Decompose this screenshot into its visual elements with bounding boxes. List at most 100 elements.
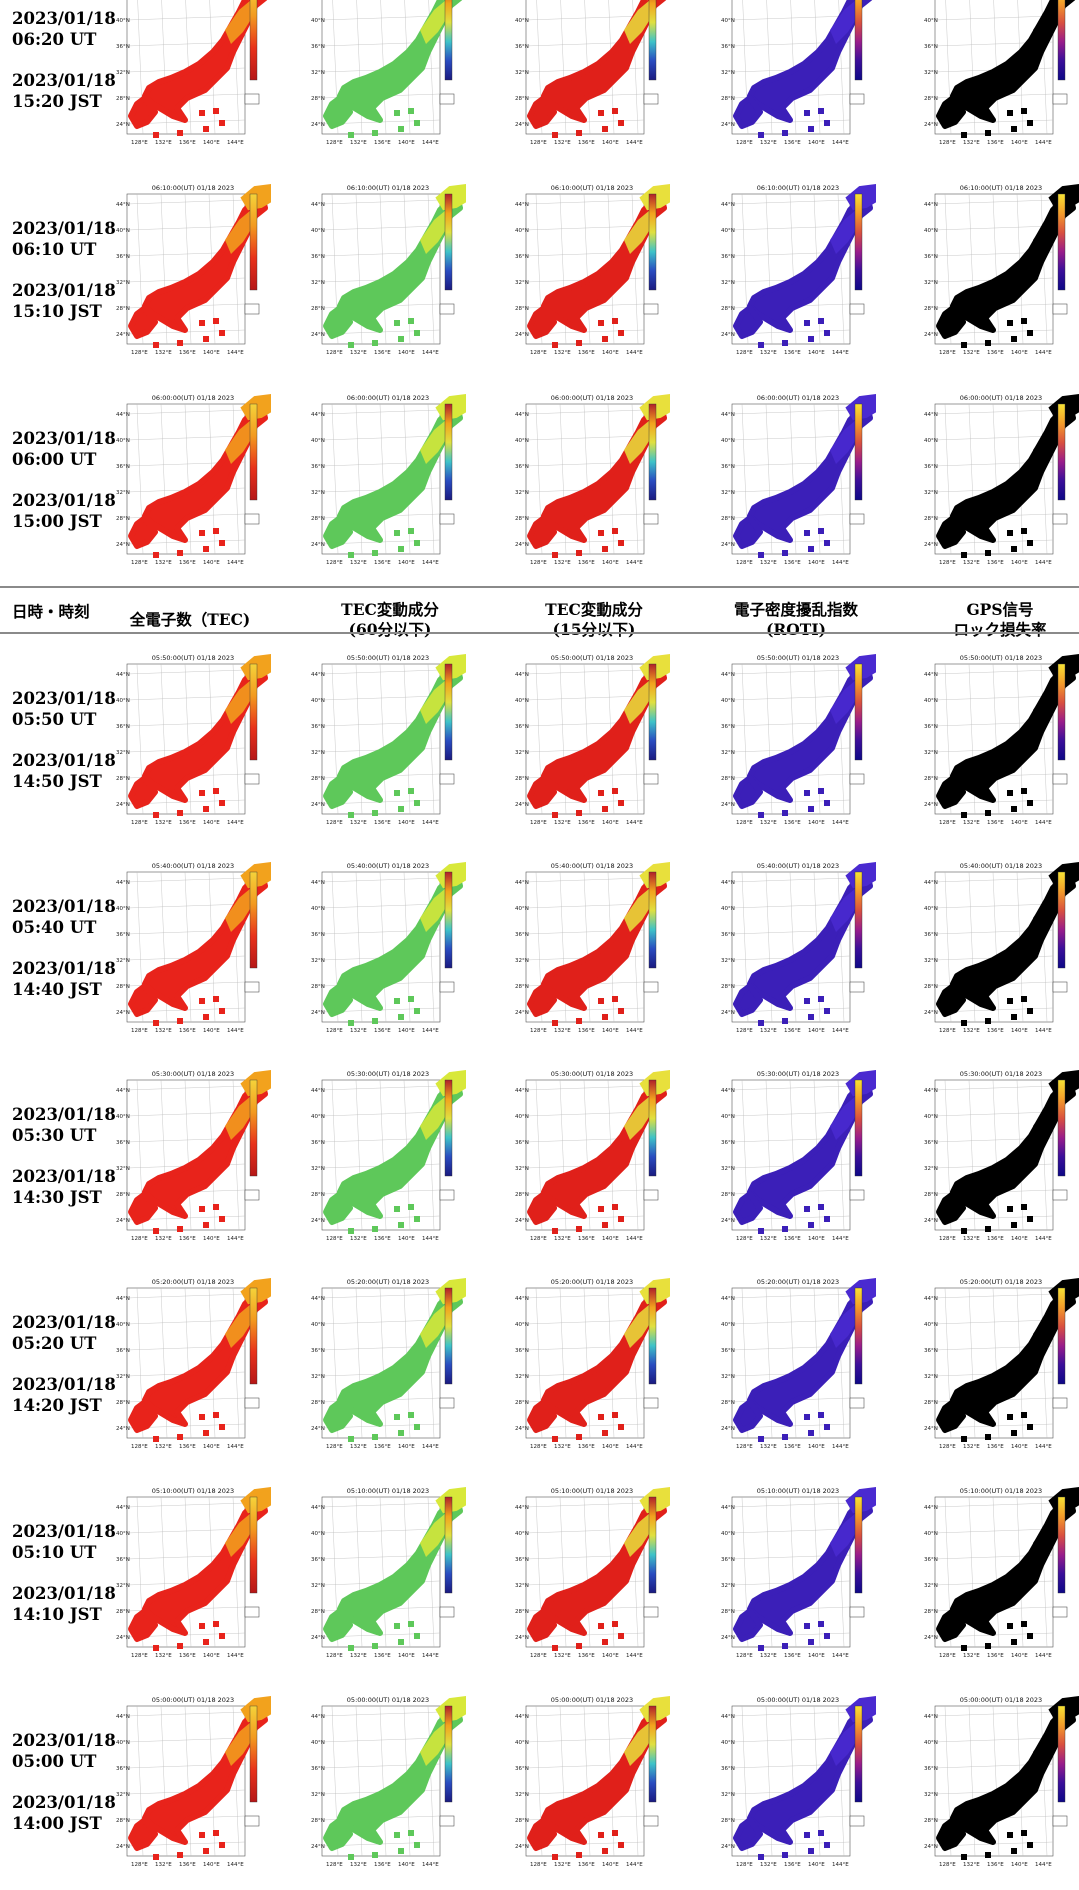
lat-tick-label: 36°N — [311, 724, 325, 730]
lat-tick-label: 40°N — [924, 1114, 938, 1120]
island-marker — [804, 1623, 810, 1629]
map-gridline — [583, 193, 591, 345]
lat-tick-label: 40°N — [515, 228, 529, 234]
lat-tick-label: 28°N — [721, 96, 735, 102]
island-marker — [824, 540, 830, 546]
island-marker — [612, 1412, 618, 1418]
lon-tick-label: 144°E — [422, 1862, 439, 1868]
map-panel-roti: 44°N 40°N 36°N 32°N 28°N 24°N 128°E 132°E 136°E 1… — [720, 858, 876, 1038]
island-marker — [1027, 1424, 1033, 1430]
island-marker — [219, 800, 225, 806]
lat-tick-label: 32°N — [924, 1374, 938, 1380]
lat-tick-label: 28°N — [515, 306, 529, 312]
legend-box — [849, 1397, 865, 1409]
map-gridline — [427, 1705, 435, 1857]
island-marker — [414, 1842, 420, 1848]
island-marker — [782, 1018, 788, 1024]
island-marker — [177, 340, 183, 346]
colorbar — [1057, 1705, 1066, 1803]
utc-date: 2023/01/18 — [12, 219, 116, 238]
row-time-label: 2023/01/18 05:50 UT 2023/01/18 14:50 JST — [12, 688, 116, 792]
map-gridline — [934, 669, 1054, 675]
lat-tick-label: 36°N — [311, 1766, 325, 1772]
map-gridline — [934, 1502, 1054, 1508]
lat-tick-label: 24°N — [515, 802, 529, 808]
map-gridline — [1040, 663, 1048, 815]
label-gap — [12, 1146, 116, 1166]
island-marker — [602, 546, 608, 552]
lon-tick-label: 132°E — [554, 1444, 571, 1450]
lat-tick-label: 32°N — [116, 70, 130, 76]
map-gridline — [321, 1502, 441, 1508]
island-marker — [1011, 1014, 1017, 1020]
island-marker — [414, 800, 420, 806]
row-time-label: 2023/01/18 05:00 UT 2023/01/18 14:00 JST — [12, 1730, 116, 1834]
lat-tick-label: 40°N — [311, 1740, 325, 1746]
lon-tick-label: 136°E — [578, 350, 595, 356]
land-region — [936, 1399, 966, 1433]
legend-box — [849, 1189, 865, 1201]
land-region — [733, 983, 763, 1017]
lat-tick-label: 32°N — [116, 958, 130, 964]
map-title: 05:30:00(UT) 01/18 2023 — [152, 1070, 234, 1078]
island-marker — [612, 1830, 618, 1836]
map-gridline — [321, 1737, 441, 1743]
lon-tick-label: 128°E — [326, 1444, 343, 1450]
island-marker — [177, 550, 183, 556]
map-gridline — [934, 225, 1054, 231]
lat-tick-label: 40°N — [721, 1114, 735, 1120]
island-marker — [961, 342, 967, 348]
lon-tick-label: 132°E — [155, 140, 172, 146]
lon-tick-label: 128°E — [736, 1862, 753, 1868]
land-region-north — [225, 1722, 257, 1766]
lat-tick-label: 40°N — [116, 1322, 130, 1328]
lat-tick-label: 32°N — [116, 1166, 130, 1172]
lon-tick-label: 128°E — [131, 140, 148, 146]
island-marker — [414, 1216, 420, 1222]
lon-tick-label: 132°E — [350, 1653, 367, 1659]
island-marker — [372, 1226, 378, 1232]
lat-tick-label: 28°N — [515, 984, 529, 990]
lon-tick-label: 128°E — [326, 350, 343, 356]
island-marker — [782, 810, 788, 816]
island-marker — [552, 1645, 558, 1651]
island-marker — [414, 1424, 420, 1430]
land-region — [733, 1399, 763, 1433]
map-gridline — [934, 1319, 1054, 1325]
map-panel-tec-15min: 44°N 40°N 36°N 32°N 28°N 24°N 128°E 132°E 136°E 1… — [514, 650, 670, 830]
land-region — [527, 305, 557, 339]
lat-tick-label: 44°N — [721, 1505, 735, 1511]
map-gridline — [525, 409, 645, 415]
colorbar — [1057, 0, 1066, 81]
island-marker — [804, 1206, 810, 1212]
colorbar — [249, 0, 258, 81]
lon-tick-label: 132°E — [155, 820, 172, 826]
island-marker — [804, 320, 810, 326]
lat-tick-label: 40°N — [311, 906, 325, 912]
island-marker — [408, 1204, 414, 1210]
island-marker — [598, 1206, 604, 1212]
island-marker — [213, 528, 219, 534]
island-marker — [213, 1621, 219, 1627]
map-gridline — [731, 435, 851, 441]
map-gridline — [583, 1079, 591, 1231]
lon-tick-label: 144°E — [832, 1862, 849, 1868]
lon-tick-label: 128°E — [530, 560, 547, 566]
jst-time: 14:50 JST — [12, 772, 102, 791]
colorbar — [648, 1496, 657, 1594]
lon-tick-label: 128°E — [939, 1236, 956, 1242]
jst-time: 15:10 JST — [12, 302, 102, 321]
legend-box — [1052, 1815, 1068, 1827]
lon-tick-label: 128°E — [326, 1028, 343, 1034]
lon-tick-label: 140°E — [808, 1236, 825, 1242]
lat-tick-label: 28°N — [721, 776, 735, 782]
lat-tick-label: 24°N — [721, 1218, 735, 1224]
land-region — [323, 95, 353, 129]
lon-tick-label: 140°E — [1011, 350, 1028, 356]
lon-tick-label: 144°E — [832, 820, 849, 826]
map-gridline — [126, 1528, 246, 1534]
lon-tick-label: 132°E — [760, 1444, 777, 1450]
lat-tick-label: 40°N — [924, 1531, 938, 1537]
lat-tick-label: 40°N — [116, 1740, 130, 1746]
island-marker — [824, 1008, 830, 1014]
